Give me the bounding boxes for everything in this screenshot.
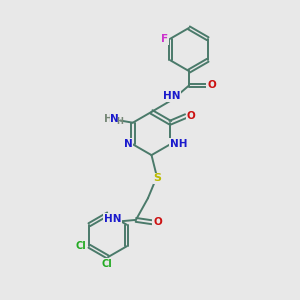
Text: Cl: Cl — [101, 259, 112, 269]
Text: HN: HN — [104, 214, 122, 224]
Text: S: S — [154, 173, 161, 184]
Text: H: H — [104, 114, 113, 124]
Text: HN: HN — [163, 91, 180, 101]
Text: Cl: Cl — [76, 241, 86, 251]
Text: N: N — [124, 139, 132, 149]
Text: NH: NH — [170, 139, 188, 149]
Text: O: O — [207, 80, 216, 91]
Text: H: H — [116, 117, 123, 126]
Text: O: O — [153, 217, 162, 227]
Text: F: F — [161, 34, 169, 44]
Text: N: N — [110, 114, 119, 124]
Text: O: O — [187, 111, 195, 121]
